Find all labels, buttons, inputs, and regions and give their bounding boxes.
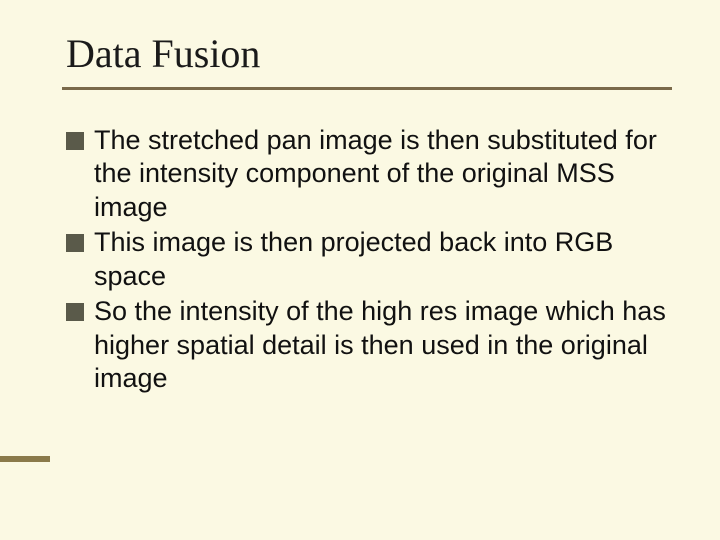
list-item: The stretched pan image is then substitu… xyxy=(66,124,672,224)
bullet-text: The stretched pan image is then substitu… xyxy=(94,124,672,224)
square-bullet-icon xyxy=(66,234,84,252)
slide: Data Fusion The stretched pan image is t… xyxy=(0,0,720,540)
slide-title: Data Fusion xyxy=(62,30,672,77)
square-bullet-icon xyxy=(66,132,84,150)
accent-bar xyxy=(0,456,50,462)
list-item: This image is then projected back into R… xyxy=(66,226,672,293)
bullet-text: So the intensity of the high res image w… xyxy=(94,295,672,395)
list-item: So the intensity of the high res image w… xyxy=(66,295,672,395)
bullet-text: This image is then projected back into R… xyxy=(94,226,672,293)
square-bullet-icon xyxy=(66,303,84,321)
slide-content: The stretched pan image is then substitu… xyxy=(62,124,672,396)
title-rule xyxy=(62,87,672,90)
